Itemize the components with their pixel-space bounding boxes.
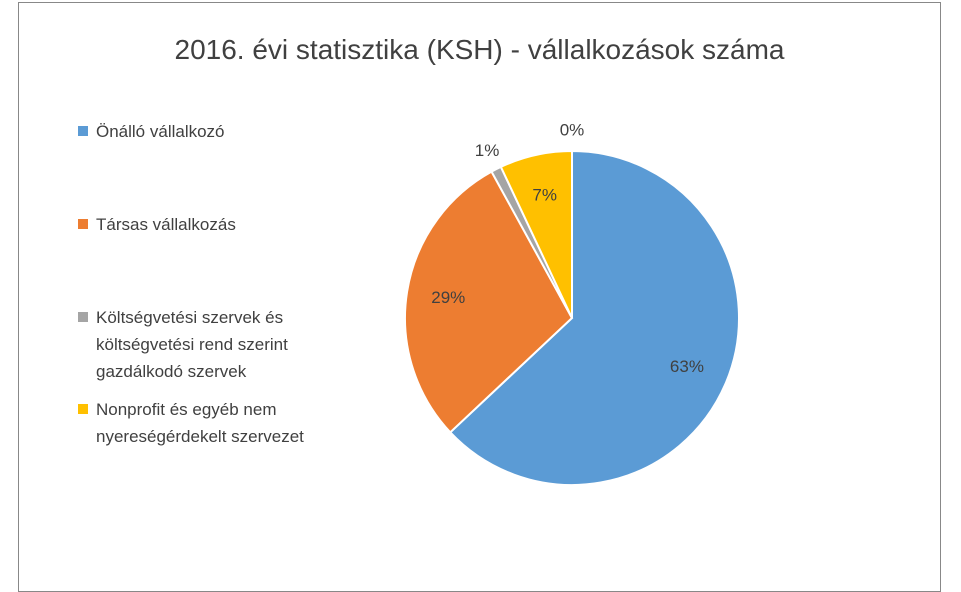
legend-entry: Társas vállalkozás xyxy=(78,211,378,238)
chart-title: 2016. évi statisztika (KSH) - vállalkozá… xyxy=(174,34,785,65)
legend-label: Önálló vállalkozó xyxy=(96,122,225,141)
legend-entry: Önálló vállalkozó xyxy=(78,118,378,145)
legend-entry: Költségvetési szervek és költségvetési r… xyxy=(78,304,378,385)
legend-swatch xyxy=(78,312,88,322)
legend-label: Költségvetési szervek és költségvetési r… xyxy=(96,308,288,381)
legend-entry: Nonprofit és egyéb nem nyereségérdekelt … xyxy=(78,396,378,450)
data-label: 29% xyxy=(431,288,465,307)
legend-swatch xyxy=(78,404,88,414)
legend-label: Nonprofit és egyéb nem nyereségérdekelt … xyxy=(96,400,304,446)
pie-slice xyxy=(448,149,740,486)
legend-swatch xyxy=(78,126,88,136)
pie-chart: 63% 29% 1% 7% 0% xyxy=(404,120,740,486)
data-label: 63% xyxy=(670,357,704,376)
pie-slice xyxy=(404,170,574,434)
page: {"chart_data": {"type": "pie", "title": … xyxy=(18,2,941,592)
pie-slice xyxy=(499,149,573,319)
legend-label: Társas vállalkozás xyxy=(96,215,236,234)
data-label: 7% xyxy=(532,185,557,204)
data-label: 1% xyxy=(475,141,500,160)
data-label: 0% xyxy=(560,120,585,139)
legend-swatch xyxy=(78,219,88,229)
